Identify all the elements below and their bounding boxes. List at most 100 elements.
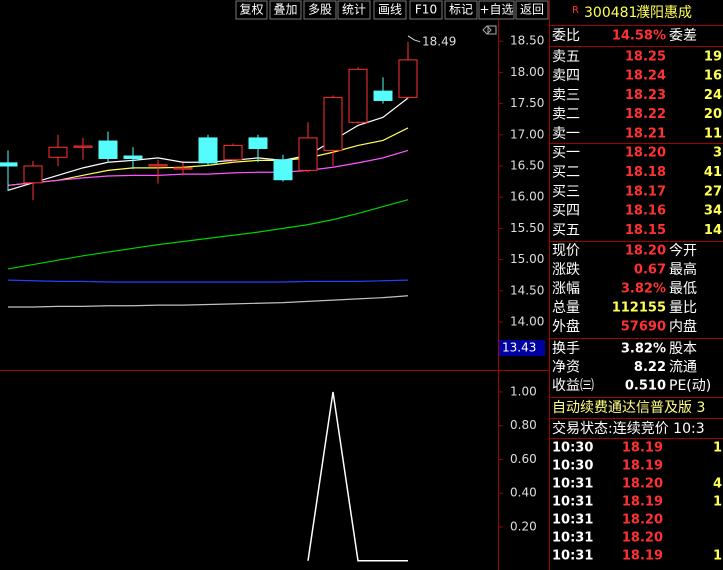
toolbar-label[interactable]: 返回 — [520, 3, 544, 17]
quote-value: 18.20 — [625, 244, 666, 259]
y-tick-label: 17.00 — [510, 127, 544, 141]
quote-value: 8.22 — [634, 360, 666, 375]
quote-label: 买五 — [552, 223, 580, 239]
quote-label: 外盘 — [552, 318, 580, 335]
y-tick-label: 0.40 — [510, 486, 537, 500]
trade-time: 10:30 — [552, 459, 593, 474]
quote-label: 换手 — [552, 340, 580, 357]
quote-value: 18.20 — [625, 146, 666, 161]
quote-volume: 3 — [713, 146, 722, 161]
y-tick-label: 0.20 — [510, 520, 537, 534]
trade-time: 10:31 — [552, 531, 593, 546]
quote-volume: 16 — [704, 69, 722, 84]
quote-label: 现价 — [552, 243, 580, 259]
candle-body — [0, 162, 18, 167]
cursor-box — [499, 340, 545, 356]
y-tick-label: 16.00 — [510, 190, 544, 204]
quote-label: 最低 — [669, 281, 697, 297]
quote-label: 卖一 — [552, 126, 580, 142]
quote-label: 流通 — [669, 360, 697, 376]
trade-time: 10:31 — [552, 495, 593, 510]
toolbar-label[interactable]: 复权 — [239, 3, 263, 17]
trade-volume: 4 — [713, 477, 722, 492]
trade-volume: 1 — [713, 495, 722, 510]
quote-value: 3.82% — [621, 342, 666, 357]
trade-volume: 1 — [713, 549, 722, 564]
quote-value: 112155 — [612, 301, 666, 316]
quote-label: 买四 — [552, 203, 580, 219]
toolbar-button[interactable] — [515, 0, 549, 20]
toolbar-button[interactable] — [409, 0, 443, 20]
quote-label: 量比 — [669, 300, 697, 316]
y-tick-label: 15.00 — [510, 252, 544, 266]
candle-body — [398, 59, 418, 98]
toolbar-button[interactable] — [444, 0, 478, 20]
quote-value: 18.18 — [625, 165, 666, 180]
toolbar-label[interactable]: 多股 — [308, 3, 332, 17]
quote-volume: 11 — [704, 126, 722, 141]
quote-value: 14.58% — [612, 29, 666, 44]
y-tick-label: 18.00 — [510, 65, 544, 79]
candle-body — [248, 137, 268, 150]
quote-value: 0.510 — [625, 379, 666, 394]
toolbar-button[interactable] — [303, 0, 337, 20]
quote-label: PE(动) — [669, 378, 711, 394]
toolbar-button[interactable] — [337, 0, 371, 20]
toolbar-label[interactable]: 叠加 — [273, 3, 297, 17]
candle-body — [48, 146, 68, 158]
toolbar-label[interactable]: 画线 — [378, 3, 402, 17]
quote-label: 卖五 — [552, 49, 580, 65]
toolbar-label[interactable]: 标记 — [449, 3, 473, 17]
quote-value: 18.22 — [625, 107, 666, 122]
y-tick-label: 0.60 — [510, 452, 537, 466]
y-tick-label: 16.50 — [510, 158, 544, 172]
trade-status: 交易状态:连续竞价 10:3 — [552, 420, 705, 437]
quote-value: 57690 — [621, 320, 666, 335]
trade-price: 18.20 — [622, 477, 663, 492]
y-tick-label: 18.50 — [510, 34, 544, 48]
quote-label: 卖二 — [552, 107, 580, 123]
quote-label: 买三 — [552, 184, 580, 200]
toolbar-button[interactable] — [478, 0, 515, 20]
candle-body — [223, 144, 243, 161]
toolbar-label[interactable]: +自选 — [479, 3, 513, 17]
candle-body — [173, 167, 193, 170]
diamond-icon[interactable] — [482, 25, 492, 35]
quote-label: 股本 — [669, 341, 697, 357]
quote-value: 18.23 — [625, 88, 666, 103]
quote-label: 买一 — [552, 145, 580, 161]
quote-value: 18.25 — [625, 50, 666, 65]
ma-line — [7, 279, 409, 283]
candle-body — [273, 159, 293, 181]
quote-value: 18.24 — [625, 69, 666, 84]
window-icon[interactable] — [487, 25, 497, 35]
trade-price: 18.19 — [622, 549, 663, 564]
quote-label: 内盘 — [669, 318, 697, 335]
y-tick-label: 15.50 — [510, 221, 544, 235]
quote-volume: 14 — [704, 223, 722, 238]
quote-value: 18.15 — [625, 223, 666, 238]
candle-body — [148, 164, 168, 167]
toolbar-button[interactable] — [235, 0, 268, 20]
y-tick-label: 14.00 — [510, 314, 544, 328]
quote-label: 总量 — [552, 300, 580, 316]
toolbar-button[interactable] — [269, 0, 302, 20]
toolbar-label[interactable]: 统计 — [342, 3, 366, 17]
quote-label: 涨幅 — [552, 281, 580, 297]
trade-time: 10:30 — [552, 441, 593, 456]
toolbar-button[interactable] — [373, 0, 407, 20]
trade-time: 10:31 — [552, 477, 593, 492]
trade-time: 10:31 — [552, 549, 593, 564]
quote-value: 18.17 — [625, 184, 666, 199]
quote-value: 18.16 — [625, 204, 666, 219]
quote-label: 买二 — [552, 164, 580, 180]
quote-volume: 34 — [704, 204, 722, 219]
quote-label: 委差 — [669, 28, 697, 44]
max-pointer — [407, 35, 421, 43]
candle-body — [98, 140, 118, 160]
quote-volume: 27 — [704, 184, 722, 199]
toolbar-label[interactable]: F10 — [415, 3, 437, 17]
notice: 自动续费通达信普及版 3 — [552, 399, 705, 416]
quote-value: 0.67 — [634, 263, 666, 278]
